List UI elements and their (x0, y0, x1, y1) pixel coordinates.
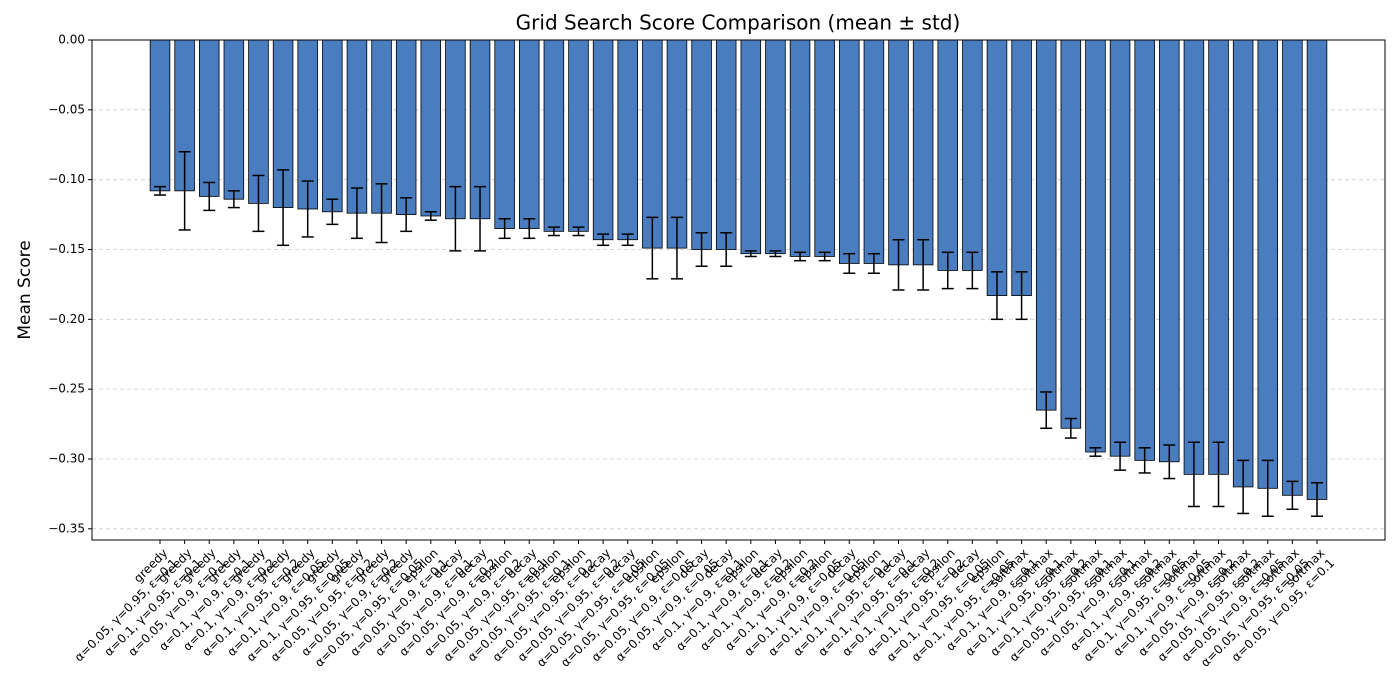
bar (986, 39, 1008, 296)
bar (420, 39, 442, 217)
y-tick-label: −0.15 (48, 242, 85, 256)
bar (765, 39, 786, 255)
bar (617, 39, 638, 241)
bar (1134, 39, 1155, 461)
bar (912, 39, 934, 266)
bar (1208, 39, 1229, 475)
y-tick-label: −0.30 (48, 451, 85, 465)
bar (937, 39, 958, 271)
y-tick-label: −0.25 (48, 382, 85, 396)
bar (1257, 39, 1279, 489)
bar (888, 39, 909, 266)
y-tick-label: −0.35 (48, 521, 85, 535)
bar (1282, 39, 1303, 496)
y-tick-label: −0.10 (48, 172, 85, 186)
bar (198, 39, 220, 197)
bar (543, 39, 565, 232)
bar (740, 39, 762, 255)
bar (592, 39, 614, 241)
bar (1060, 39, 1082, 429)
bar (322, 39, 343, 213)
bar (839, 39, 860, 264)
bar (863, 39, 885, 264)
plot-frame (91, 39, 1386, 541)
bar (1306, 39, 1328, 500)
bar (814, 39, 835, 257)
bar (1035, 39, 1057, 411)
bar (1183, 39, 1205, 475)
bar (149, 39, 171, 192)
bar (568, 39, 589, 232)
bar (1109, 39, 1131, 457)
y-tick-label: −0.05 (48, 102, 85, 116)
chart-title: Grid Search Score Comparison (mean ± std… (516, 11, 961, 35)
bar (1159, 39, 1180, 463)
y-axis-label: Mean Score (15, 240, 35, 339)
bar (715, 39, 737, 250)
bar (346, 39, 368, 214)
bar (691, 39, 712, 250)
y-tick-label: −0.20 (48, 312, 85, 326)
bar (1232, 39, 1254, 488)
bar (395, 39, 417, 215)
bar (494, 39, 515, 229)
y-tick-label: 0.00 (58, 33, 85, 47)
bar (789, 39, 811, 257)
bar (223, 39, 245, 200)
bar (1085, 39, 1106, 453)
bar (962, 39, 983, 271)
bar (519, 39, 540, 229)
bar (1011, 39, 1032, 296)
